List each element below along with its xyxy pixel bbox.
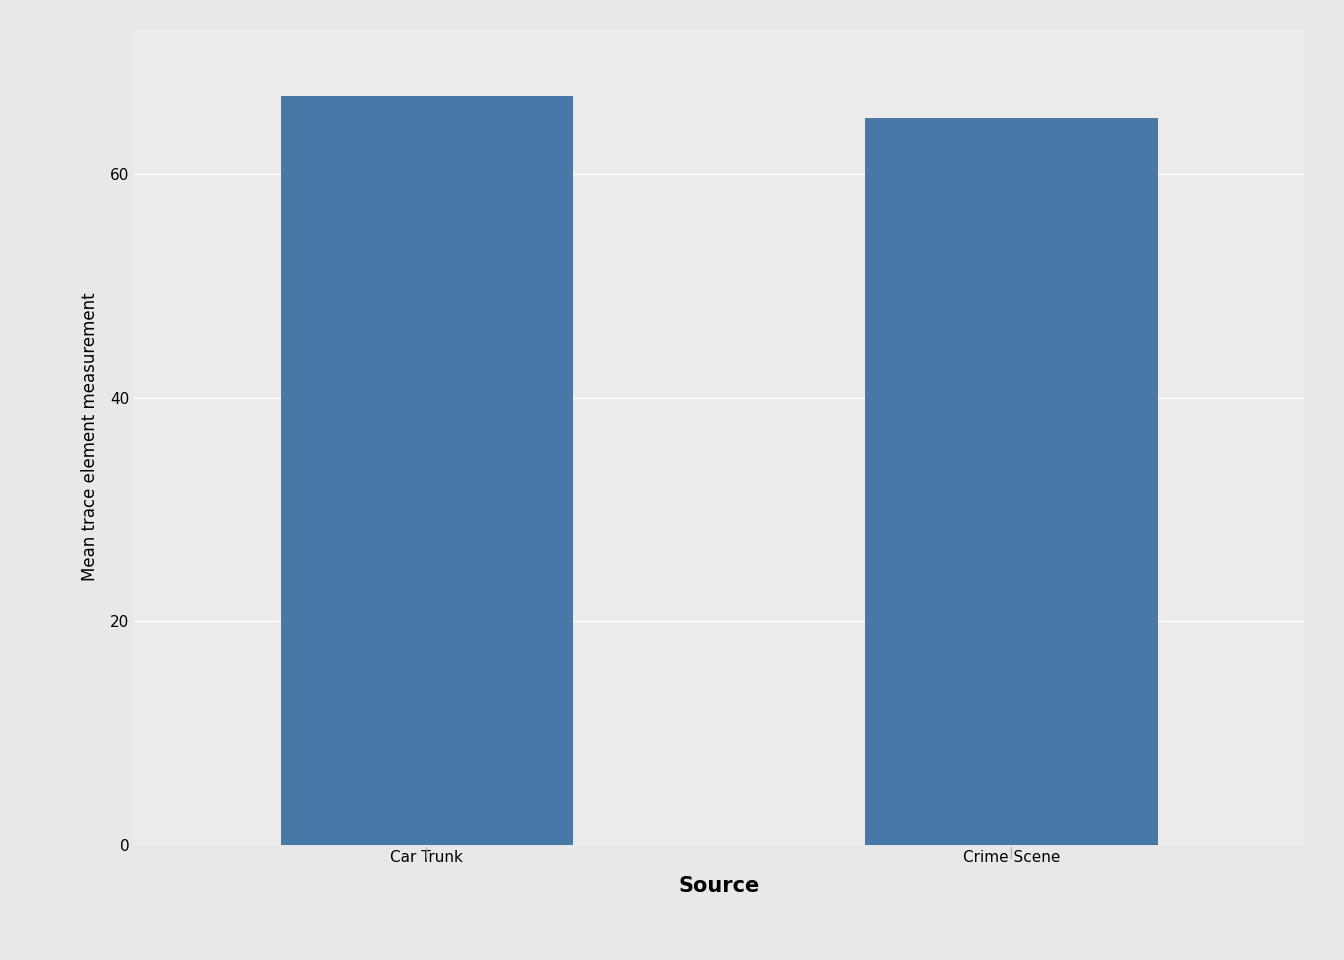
Y-axis label: Mean trace element measurement: Mean trace element measurement: [81, 293, 99, 581]
X-axis label: Source: Source: [679, 876, 759, 896]
Bar: [281, 96, 573, 845]
Bar: [866, 118, 1157, 845]
